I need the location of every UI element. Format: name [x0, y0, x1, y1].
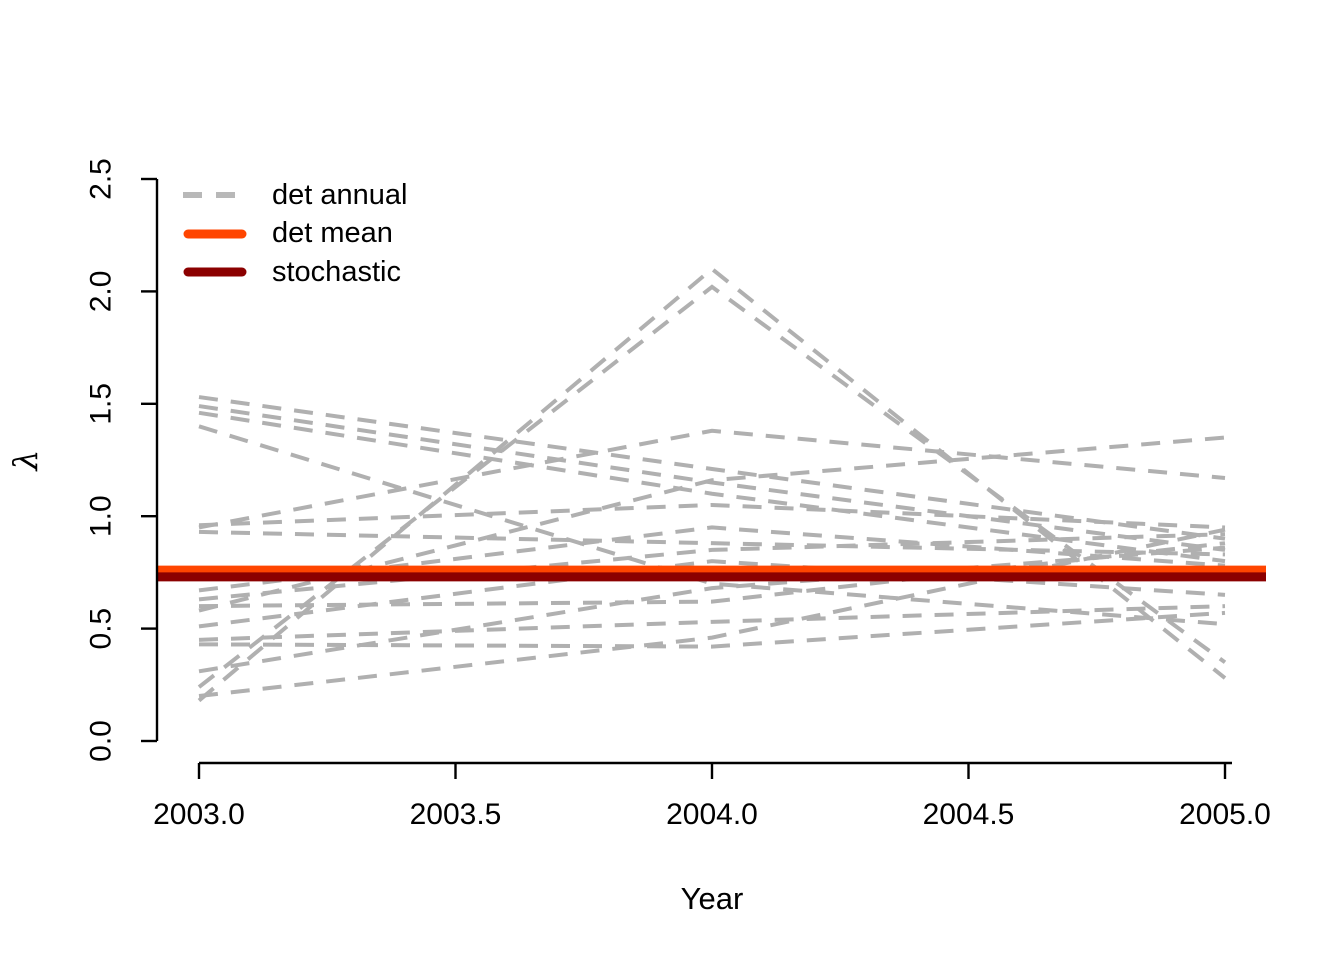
det-annual-dashed-line-icon — [183, 192, 247, 199]
y-tick-label: 0.0 — [85, 720, 118, 762]
det-annual-line — [198, 545, 1226, 674]
y-tick-label: 2.5 — [85, 158, 118, 200]
det-annual-line — [198, 428, 1226, 530]
det-annual-line — [198, 410, 1226, 564]
y-tick-label: 2.0 — [85, 271, 118, 313]
det-annual-line — [198, 502, 1226, 530]
x-tick-label: 2004.0 — [666, 798, 758, 831]
y-tick-label: 1.5 — [85, 383, 118, 425]
det-annual-line — [197, 284, 1227, 689]
legend-label-det-annual: det annual — [272, 178, 408, 211]
x-tick-label: 2005.0 — [1179, 798, 1271, 831]
legend-row-det-mean: det mean — [182, 215, 407, 254]
legend-row-det-annual: det annual — [182, 176, 407, 215]
x-tick-label: 2004.5 — [923, 798, 1015, 831]
y-tick-label: 0.5 — [85, 608, 118, 650]
det-annual-line — [198, 559, 1226, 629]
det-annual-line — [198, 532, 1226, 602]
det-annual-line — [198, 424, 1226, 627]
legend: det annual det mean stochastic — [182, 176, 407, 292]
legend-row-stochastic: stochastic — [182, 253, 407, 292]
legend-label-det-mean: det mean — [272, 217, 393, 250]
det-annual-line — [198, 395, 1226, 541]
det-annual-line — [198, 529, 1226, 557]
legend-label-stochastic: stochastic — [272, 255, 401, 288]
stochastic-line-icon — [183, 267, 247, 277]
x-tick-label: 2003.5 — [410, 798, 502, 831]
det-annual-line — [198, 404, 1226, 552]
y-tick-label: 1.0 — [85, 495, 118, 537]
x-tick-label: 2003.0 — [153, 798, 245, 831]
det-mean-line-icon — [183, 229, 247, 239]
y-axis-title: λ — [6, 449, 45, 471]
x-axis-title: Year — [680, 881, 744, 916]
det-annual-line — [198, 610, 1226, 649]
det-annual-line — [198, 604, 1226, 642]
